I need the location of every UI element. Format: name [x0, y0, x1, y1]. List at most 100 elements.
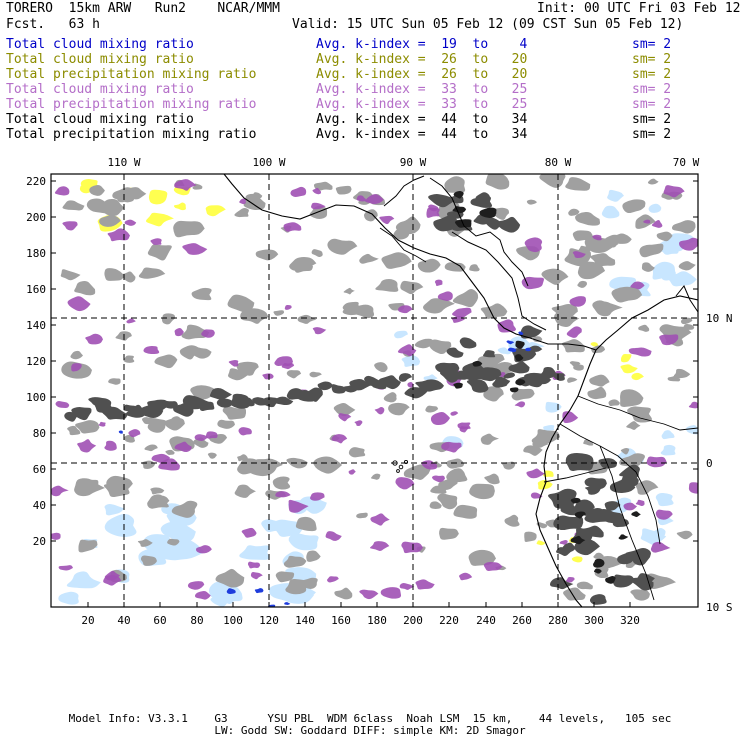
- axis-tick-labels: 220 200 180 160 140 120 100 80 60 40 20 20 40 60 80 100…: [26, 156, 732, 627]
- yellow-cloud-patch: [173, 202, 186, 211]
- purple-cloud-patch: [331, 434, 348, 444]
- gray-cloud-patch: [626, 421, 641, 430]
- gray-cloud-patch: [237, 458, 260, 475]
- dark-gray-cloud-patch: [71, 407, 92, 421]
- purple-cloud-patch: [174, 441, 192, 453]
- purple-cloud-patch: [497, 319, 516, 333]
- init-time: Init: 00 UTC Fri 03 Feb 12: [537, 1, 740, 16]
- gray-cloud-patch: [577, 261, 606, 280]
- purple-cloud-patch: [678, 237, 698, 251]
- purple-cloud-patch: [356, 195, 366, 202]
- valid-time: Valid: 15 UTC Sun 05 Feb 12 (09 CST Sun …: [292, 17, 684, 32]
- black-cloud-core: [574, 511, 586, 519]
- yellow-cloud-patch: [536, 540, 546, 546]
- purple-cloud-patch: [274, 356, 293, 367]
- gray-cloud-patch: [192, 347, 212, 359]
- gray-cloud-patch: [342, 304, 361, 316]
- gray-cloud-patch: [411, 469, 422, 479]
- gray-cloud-patch: [619, 453, 645, 467]
- gray-cloud-patch: [147, 494, 169, 509]
- gray-cloud-patch: [569, 361, 581, 367]
- purple-cloud-patch: [128, 429, 141, 438]
- y-tick-label: 40: [33, 499, 46, 512]
- y-tick-label: 80: [33, 427, 46, 440]
- dark-gray-cloud-patch: [503, 372, 515, 379]
- gray-cloud-patch: [313, 181, 333, 191]
- purple-cloud-patch: [126, 318, 136, 324]
- gray-cloud-patch: [217, 419, 235, 429]
- gray-cloud-patch: [161, 313, 176, 325]
- gray-cloud-patch: [446, 458, 465, 469]
- purple-cloud-patch: [325, 531, 342, 541]
- gray-cloud-patch: [348, 447, 366, 458]
- gray-cloud-patch: [485, 174, 510, 190]
- dark-gray-cloud-patch: [428, 194, 458, 208]
- x-tick-label: 140: [295, 614, 315, 627]
- gray-cloud-patch: [147, 244, 172, 261]
- purple-cloud-patch: [566, 326, 582, 338]
- longitude-label: 110 W: [107, 156, 140, 169]
- purple-cloud-patch: [592, 234, 602, 241]
- legend-smoothing: sm= 2: [632, 37, 672, 52]
- dark-gray-cloud-patch: [556, 547, 572, 556]
- purple-cloud-patch: [288, 499, 309, 513]
- gray-cloud-patch: [638, 324, 650, 332]
- gray-cloud-patch: [444, 262, 466, 272]
- light-blue-cloud-patch: [676, 275, 693, 284]
- gray-cloud-patch: [70, 350, 83, 360]
- light-blue-cloud-patch: [658, 239, 685, 253]
- gray-cloud-patch: [583, 439, 594, 446]
- legend-row: Total cloud mixing ratio Avg. k-index = …: [6, 52, 734, 67]
- legend-index: Avg. k-index = 33 to 25: [316, 97, 528, 112]
- gray-cloud-patch: [67, 425, 81, 436]
- forecast-hour: Fcst. 63 h: [6, 17, 100, 32]
- gray-cloud-patch: [165, 449, 175, 455]
- gray-cloud-patch: [541, 268, 569, 285]
- gray-cloud-patch: [630, 589, 650, 601]
- dark-gray-cloud-patch: [629, 577, 654, 591]
- gray-cloud-patch: [671, 220, 696, 234]
- gray-cloud-patch: [425, 405, 439, 413]
- purple-cloud-patch: [71, 363, 82, 372]
- gray-cloud-patch: [680, 317, 693, 325]
- legend-index: Avg. k-index = 44 to 34: [316, 112, 528, 127]
- legend-smoothing: sm= 2: [632, 67, 672, 82]
- purple-cloud-patch: [655, 509, 673, 520]
- gray-cloud-patch: [285, 578, 309, 595]
- gray-cloud-patch: [453, 504, 478, 519]
- x-tick-label: 300: [584, 614, 604, 627]
- dark-gray-cloud-patch: [199, 401, 215, 411]
- purple-cloud-patch: [524, 237, 543, 253]
- gray-cloud-patch: [682, 323, 695, 331]
- black-cloud-core: [570, 497, 581, 504]
- gray-cloud-patch: [306, 550, 321, 562]
- gray-cloud-patch: [86, 198, 114, 214]
- dark-gray-cloud-patch: [459, 337, 477, 349]
- dark-gray-cloud-patch: [317, 381, 334, 391]
- purple-cloud-patch: [659, 334, 679, 346]
- dark-gray-cloud-patch: [598, 458, 617, 469]
- gray-cloud-patch: [374, 362, 388, 373]
- gray-cloud-patch: [272, 476, 291, 490]
- gray-cloud-patch: [430, 485, 447, 494]
- gray-cloud-patch: [234, 484, 256, 498]
- purple-cloud-patch: [62, 221, 78, 231]
- gray-cloud-patch: [381, 252, 412, 269]
- purple-cloud-patch: [650, 541, 671, 553]
- light-blue-cloud-patch: [394, 330, 408, 339]
- purple-cloud-patch: [312, 327, 327, 335]
- purple-cloud-patch: [194, 434, 208, 441]
- gray-cloud-patch: [667, 375, 681, 382]
- purple-cloud-patch: [526, 468, 546, 479]
- gray-cloud-patch: [484, 473, 500, 485]
- gray-cloud-patch: [356, 512, 368, 519]
- yellow-cloud-patch: [620, 353, 632, 363]
- gray-cloud-patch: [154, 354, 178, 369]
- x-tick-label: 240: [476, 614, 496, 627]
- gray-cloud-patch: [444, 176, 466, 193]
- gray-cloud-patch: [144, 444, 158, 452]
- blue-cloud-patch: [118, 430, 123, 434]
- dark-gray-cloud-patch: [470, 379, 485, 387]
- dark-gray-cloud-patch: [239, 397, 255, 407]
- purple-cloud-patch: [452, 307, 472, 318]
